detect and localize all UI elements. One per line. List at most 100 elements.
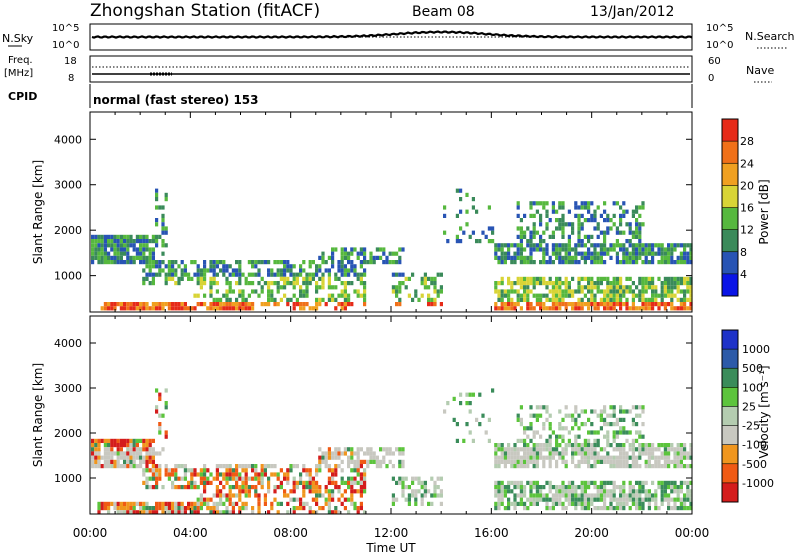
power-cell xyxy=(551,247,555,252)
velocity-cell xyxy=(548,451,552,456)
power-cell xyxy=(311,306,315,311)
velocity-cell xyxy=(219,480,223,485)
power-cell xyxy=(561,255,565,260)
velocity-cell xyxy=(174,501,178,506)
power-cell xyxy=(519,276,523,281)
power-cell xyxy=(174,268,178,273)
velocity-cell xyxy=(631,501,635,506)
velocity-cell xyxy=(171,468,175,473)
power-cell xyxy=(318,268,322,273)
power-cell xyxy=(337,260,341,265)
velocity-cell xyxy=(273,472,277,477)
power-cell xyxy=(593,213,597,218)
velocity-cell xyxy=(238,472,242,477)
velocity-cell xyxy=(532,443,536,448)
power-cell xyxy=(145,306,149,311)
velocity-cell xyxy=(196,472,200,477)
power-cell xyxy=(590,260,594,265)
velocity-cell xyxy=(398,480,402,485)
velocity-cell xyxy=(567,480,571,485)
velocity-cell xyxy=(599,480,603,485)
power-cell xyxy=(548,297,552,302)
power-cell xyxy=(644,243,648,248)
power-cell xyxy=(212,276,216,281)
velocity-cell xyxy=(439,489,443,494)
velocity-cell xyxy=(135,438,139,443)
velocity-cell xyxy=(500,501,504,506)
power-cell xyxy=(609,243,613,248)
power-cell xyxy=(654,289,658,294)
velocity-cell xyxy=(625,451,629,456)
velocity-cell xyxy=(279,501,283,506)
power-cell xyxy=(612,247,616,252)
power-cell xyxy=(305,281,309,286)
velocity-cell xyxy=(663,451,667,456)
power-cell xyxy=(622,251,626,256)
power-cell xyxy=(139,239,143,244)
velocity-cell xyxy=(612,493,616,498)
power-cell xyxy=(542,239,546,244)
power-cell xyxy=(689,293,693,298)
power-cell xyxy=(209,276,213,281)
power-cell xyxy=(497,255,501,260)
velocity-cell xyxy=(247,485,251,490)
velocity-cell xyxy=(455,422,459,427)
power-cell xyxy=(215,306,219,311)
velocity-cell xyxy=(123,438,127,443)
velocity-cell xyxy=(164,468,168,473)
power-cell xyxy=(321,281,325,286)
velocity-cell xyxy=(327,493,331,498)
power-cell xyxy=(183,306,187,311)
velocity-cell xyxy=(622,426,626,431)
power-cell xyxy=(638,234,642,239)
power-cell xyxy=(651,297,655,302)
velocity-cell xyxy=(657,455,661,460)
velocity-cell xyxy=(116,455,120,460)
power-cell xyxy=(414,289,418,294)
power-cell xyxy=(631,281,635,286)
power-cell xyxy=(475,239,479,244)
power-cell xyxy=(593,285,597,290)
power-cell xyxy=(212,302,216,307)
power-cell xyxy=(523,285,527,290)
power-cell xyxy=(145,276,149,281)
power-cell xyxy=(433,289,437,294)
power-cell xyxy=(315,297,319,302)
velocity-cell xyxy=(215,472,219,477)
power-cell xyxy=(535,243,539,248)
velocity-cell xyxy=(327,451,331,456)
velocity-cell xyxy=(667,459,671,464)
velocity-cell xyxy=(164,434,168,439)
power-cell xyxy=(276,281,280,286)
power-cell xyxy=(561,226,565,231)
velocity-cell xyxy=(324,464,328,469)
velocity-cell xyxy=(286,480,290,485)
velocity-cell xyxy=(532,455,536,460)
velocity-cell xyxy=(103,506,107,511)
power-cell xyxy=(577,260,581,265)
velocity-cell xyxy=(100,455,104,460)
power-cell xyxy=(161,239,165,244)
velocity-cell xyxy=(315,480,319,485)
power-cell xyxy=(107,306,111,311)
power-cell xyxy=(635,260,639,265)
power-cell xyxy=(567,243,571,248)
velocity-cell xyxy=(526,426,530,431)
power-cell xyxy=(161,205,165,210)
power-cell xyxy=(555,247,559,252)
power-cell xyxy=(132,260,136,265)
power-cell xyxy=(238,264,242,269)
velocity-cell xyxy=(676,485,680,490)
velocity-cell xyxy=(327,476,331,481)
power-cell xyxy=(247,306,251,311)
station-title: Zhongshan Station (fitACF) xyxy=(90,1,320,21)
power-cell xyxy=(551,289,555,294)
power-cell xyxy=(625,276,629,281)
power-cell xyxy=(619,302,623,307)
velocity-cell xyxy=(359,506,363,511)
velocity-cell xyxy=(375,464,379,469)
power-cell xyxy=(257,268,261,273)
power-cell xyxy=(119,243,123,248)
power-cell xyxy=(235,297,239,302)
power-cell xyxy=(228,285,232,290)
